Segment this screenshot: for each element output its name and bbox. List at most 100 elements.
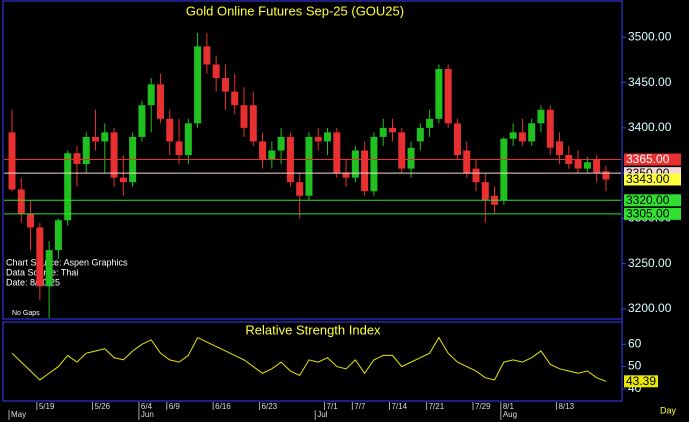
value-label: 43.39 xyxy=(626,374,656,388)
candle-body xyxy=(500,138,508,201)
candle-body xyxy=(602,171,610,180)
candle-body xyxy=(194,46,202,124)
candle-body xyxy=(556,141,564,156)
y-tick-label: 60 xyxy=(628,336,642,350)
candle-body xyxy=(82,136,90,165)
candle-body xyxy=(398,132,406,169)
candle-body xyxy=(537,109,545,124)
level-label: 3305.00 xyxy=(626,207,670,221)
candle-body xyxy=(212,64,220,79)
candle-body xyxy=(184,123,192,156)
candle-body xyxy=(509,132,517,139)
candle-body xyxy=(333,132,341,174)
candle-body xyxy=(203,46,211,65)
x-axis-label: Day xyxy=(660,405,677,415)
candle-body xyxy=(407,147,415,169)
candle-body xyxy=(92,136,100,142)
x-tick-label: 5/26 xyxy=(95,402,111,411)
level-label-box xyxy=(624,173,681,186)
candle-body xyxy=(119,177,127,183)
candle-body xyxy=(361,150,369,192)
annotation: No Gaps xyxy=(12,310,40,317)
candle-body xyxy=(426,118,434,128)
level-label: 3343.00 xyxy=(626,172,670,186)
candle-body xyxy=(379,127,387,137)
candle-body xyxy=(342,173,350,178)
x-tick-label: 7/1 xyxy=(327,402,339,411)
candle-body xyxy=(388,127,396,133)
candle-body xyxy=(528,123,536,142)
candle-body xyxy=(546,109,554,148)
level-label-box xyxy=(624,207,681,220)
month-label: Jun xyxy=(141,410,154,419)
candle-body xyxy=(17,189,25,214)
candle-body xyxy=(314,136,322,142)
x-tick-label: 8/1 xyxy=(503,402,515,411)
candle-body xyxy=(101,132,109,142)
candle-body xyxy=(416,127,424,142)
x-tick-label: 7/21 xyxy=(429,402,445,411)
candle-body xyxy=(370,136,378,192)
candle-body xyxy=(296,182,304,196)
y-tick-label: 3450.00 xyxy=(628,75,672,89)
x-tick-label: 6/4 xyxy=(141,402,153,411)
candle-body xyxy=(138,105,146,137)
candle-body xyxy=(27,213,35,228)
level-label: 3365.00 xyxy=(626,152,670,166)
candle-body xyxy=(166,118,174,142)
candle-body xyxy=(147,84,155,106)
candle-body xyxy=(444,69,452,124)
y-tick-label: 3500.00 xyxy=(628,29,672,43)
candle-body xyxy=(45,250,53,287)
x-tick-label: 7/7 xyxy=(354,402,366,411)
candle-body xyxy=(231,91,239,106)
candle-body xyxy=(463,150,471,174)
candle-body xyxy=(175,141,183,156)
level-label-box xyxy=(624,194,681,207)
value-label-box xyxy=(624,375,658,388)
candle-body xyxy=(156,84,164,119)
month-label: May xyxy=(11,410,26,419)
candle-body xyxy=(435,69,443,119)
rsi-line xyxy=(11,336,607,382)
candle-body xyxy=(481,182,489,201)
candle-body xyxy=(583,162,591,169)
candle-body xyxy=(110,132,118,178)
candle-body xyxy=(221,78,229,92)
candle-body xyxy=(36,227,44,287)
candle-body xyxy=(64,153,72,221)
rsi-title: Relative Strength Index xyxy=(245,322,381,337)
y-tick-label: 50 xyxy=(628,359,642,373)
candle-body xyxy=(8,132,16,190)
candle-body xyxy=(249,105,257,142)
candle-body xyxy=(453,123,461,156)
candle-body xyxy=(73,153,81,165)
x-tick-label: 6/23 xyxy=(262,402,278,411)
y-tick-label: 3250.00 xyxy=(628,256,672,270)
x-tick-label: 5/19 xyxy=(39,402,55,411)
y-tick-label: 3200.00 xyxy=(628,301,672,315)
candle-body xyxy=(518,132,526,142)
month-label: Jul xyxy=(317,410,327,419)
y-tick-label: 3400.00 xyxy=(628,120,672,134)
chart-title: Gold Online Futures Sep-25 (GOU25) xyxy=(186,3,404,18)
candle-body xyxy=(324,132,332,142)
candle-body xyxy=(305,136,313,196)
level-label: 3320.00 xyxy=(626,193,670,207)
candle-body xyxy=(240,105,248,128)
candle-body xyxy=(472,168,480,183)
x-tick-label: 8/13 xyxy=(559,402,575,411)
month-label: Aug xyxy=(503,410,517,419)
candle-body xyxy=(351,150,359,178)
annotation: Date: 8/20/25 xyxy=(6,277,60,287)
candle-body xyxy=(574,159,582,169)
x-tick-label: 6/16 xyxy=(215,402,231,411)
candle-body xyxy=(54,220,62,251)
x-tick-label: 7/29 xyxy=(475,402,491,411)
level-label-box xyxy=(624,153,681,166)
candle-body xyxy=(593,159,601,174)
x-tick-label: 7/14 xyxy=(391,402,407,411)
candle-body xyxy=(268,150,276,160)
